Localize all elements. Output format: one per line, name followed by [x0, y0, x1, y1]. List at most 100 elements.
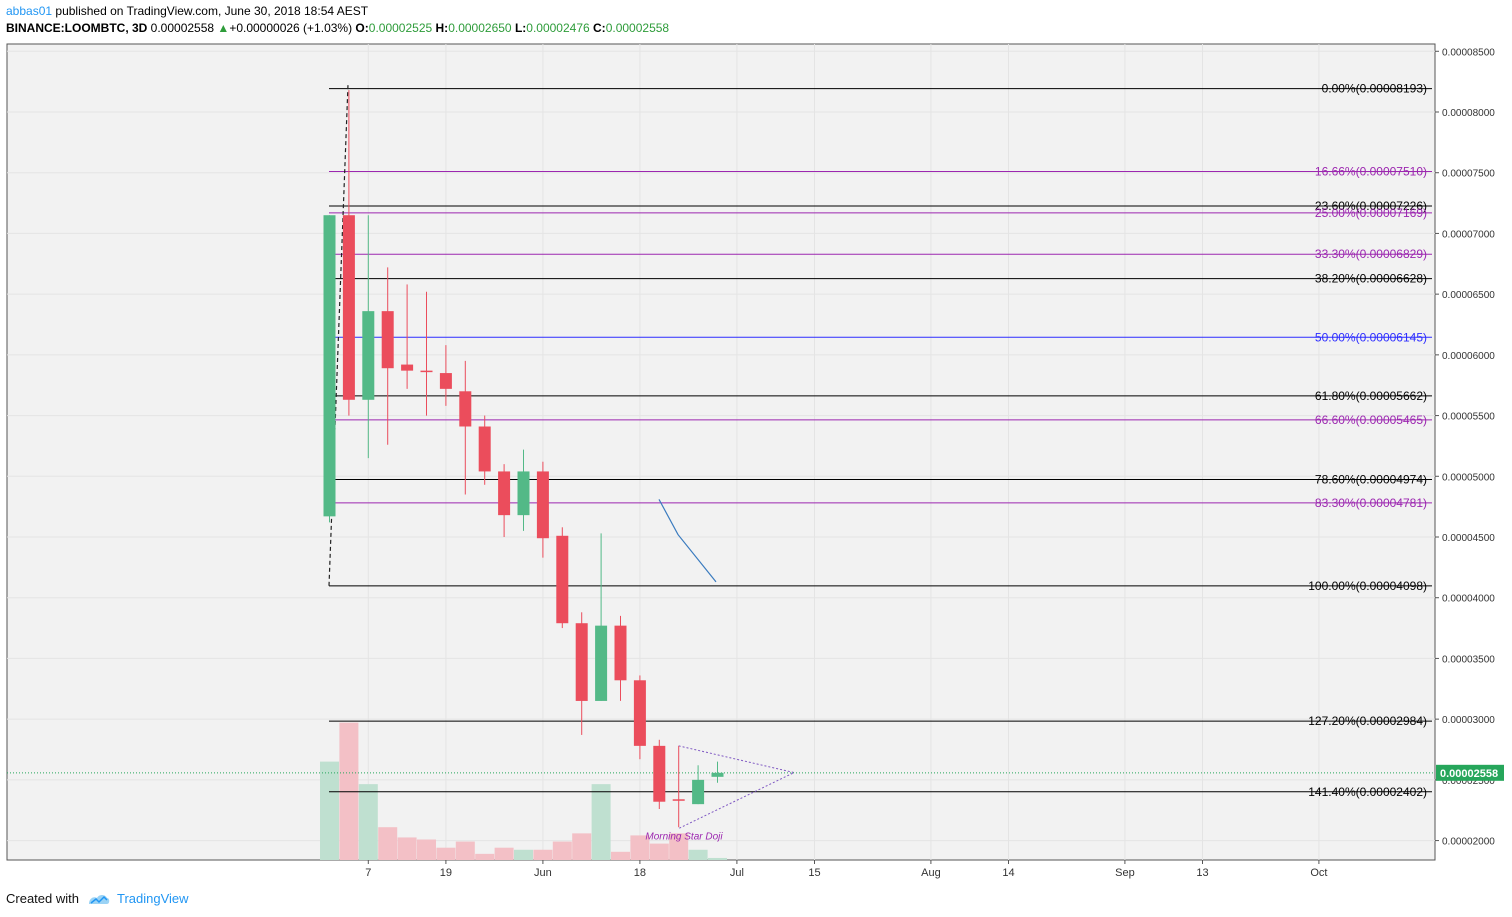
candle-body: [420, 370, 433, 373]
volume-bar: [320, 761, 339, 860]
fib-retracement[interactable]: 0.00%(0.00008193) 16.66%(0.00007510) 23.60…: [329, 82, 1432, 799]
x-tick-label: Jun: [534, 867, 552, 879]
candle-body: [595, 625, 608, 701]
pattern-annotation: Morning Star Doji: [645, 831, 723, 842]
volume-bar: [649, 843, 669, 860]
y-tick-label: 0.00007500: [1442, 169, 1495, 180]
published-text: published on TradingView.com, June 30, 2…: [55, 4, 369, 18]
fib-level-label: 16.66%(0.00007510): [1315, 165, 1427, 179]
low-label: L:: [514, 21, 527, 35]
volume-bar: [358, 784, 378, 860]
x-tick-label: 7: [365, 867, 371, 879]
close-value: 0.00002558: [605, 21, 670, 35]
last-price-tag-label: 0.00002558: [1440, 768, 1498, 780]
volume-bar: [514, 849, 533, 860]
tradingview-link[interactable]: TradingView: [116, 891, 189, 906]
last-price-tag: [1436, 764, 1504, 781]
volume-bar: [688, 849, 708, 860]
volume-bar: [630, 835, 650, 860]
candle-body: [692, 779, 705, 805]
y-tick-label: 0.00003500: [1442, 654, 1495, 665]
candle-body: [711, 772, 724, 777]
candle-body: [633, 680, 646, 746]
chart-header: abbas01 published on TradingView.com, Ju…: [6, 3, 669, 37]
trend-curve: [658, 499, 717, 583]
candle-body: [478, 426, 491, 472]
fib-level-label: 33.30%(0.00006829): [1315, 247, 1427, 261]
x-tick-label: 13: [1196, 867, 1208, 879]
y-tick-label: 0.00005500: [1442, 412, 1495, 423]
high-label: H:: [435, 21, 449, 35]
candle-body: [439, 373, 452, 389]
x-tick-label: 18: [634, 867, 646, 879]
x-tick-label: Jul: [730, 867, 744, 879]
candle-body: [323, 215, 336, 517]
grid: [7, 44, 1435, 860]
candle-body: [498, 471, 511, 516]
high-value: 0.00002650: [448, 21, 512, 35]
plot-area[interactable]: [6, 43, 1436, 861]
y-tick-label: 0.00004500: [1442, 533, 1495, 544]
x-tick-label: Oct: [1310, 867, 1327, 879]
volume-bar: [552, 841, 572, 860]
y-tick-label: 0.00002000: [1442, 837, 1495, 848]
volume-bar: [417, 839, 436, 860]
candle-body: [556, 535, 569, 624]
fib-level-label: 141.40%(0.00002402): [1308, 785, 1427, 799]
volume-bar: [455, 841, 475, 860]
candle-body: [401, 364, 414, 371]
candle-body: [342, 215, 355, 400]
fib-level-label: 66.60%(0.00005465): [1315, 413, 1427, 427]
open-value: 0.00002525: [368, 21, 433, 35]
candle-body: [381, 311, 394, 369]
candle-body: [536, 471, 549, 539]
last-price: 0.00002558: [150, 21, 215, 35]
footer: Created with TradingView: [6, 891, 189, 906]
fib-level-label: 78.60%(0.00004974): [1315, 472, 1427, 486]
volume-bar: [572, 833, 592, 860]
fib-level-label: 0.00%(0.00008193): [1322, 82, 1427, 96]
y-tick-label: 0.00005000: [1442, 472, 1495, 483]
volume-bar: [475, 853, 495, 860]
x-tick-label: 19: [440, 867, 452, 879]
volume-bar: [533, 849, 553, 860]
candle-body: [575, 623, 588, 701]
candle-body: [517, 471, 530, 516]
volume-bar: [591, 784, 611, 860]
ohlc-line: BINANCE:LOOMBTC, 3D 0.00002558 ▲+0.00000…: [6, 20, 669, 37]
y-tick-label: 0.00007000: [1442, 229, 1495, 240]
low-value: 0.00002476: [526, 21, 590, 35]
volume-bar: [436, 847, 456, 860]
x-tick-label: 14: [1002, 867, 1014, 879]
publish-line: abbas01 published on TradingView.com, Ju…: [6, 3, 669, 20]
volume-bar: [708, 857, 727, 860]
candle-body: [459, 391, 472, 427]
volume-bar: [397, 837, 417, 860]
fib-level-label: 23.60%(0.00007226): [1315, 199, 1427, 213]
volume-bar: [494, 847, 514, 860]
volume-bar: [669, 833, 689, 860]
up-arrow-icon: ▲: [217, 21, 230, 35]
candles: [323, 90, 724, 828]
time-axis[interactable]: 7 19 Jun 18 Jul 15 Aug 14 Sep 13 Oct: [365, 860, 1327, 879]
fib-level-label: 127.20%(0.00002984): [1308, 714, 1427, 728]
candle-body: [362, 311, 375, 400]
y-tick-label: 0.00006500: [1442, 290, 1495, 301]
author-link[interactable]: abbas01: [6, 4, 53, 18]
x-tick-label: Sep: [1115, 867, 1135, 879]
price-axis[interactable]: 0.00008500 0.00008000 0.00007500 0.00007000…: [1435, 47, 1504, 848]
open-label: O:: [355, 21, 369, 35]
fib-level-label: 25.00%(0.00007169): [1315, 206, 1427, 220]
y-tick-label: 0.00006000: [1442, 351, 1495, 362]
y-tick-label: 0.00008500: [1442, 47, 1495, 58]
created-with-text: Created with: [6, 891, 79, 906]
price-change: +0.00000026 (+1.03%): [229, 21, 353, 35]
y-tick-label: 0.00004000: [1442, 594, 1495, 605]
candle-body: [614, 625, 627, 681]
fib-level-label: 50.00%(0.00006145): [1315, 330, 1427, 344]
fib-level-label: 38.20%(0.00006628): [1315, 272, 1427, 286]
close-label: C:: [593, 21, 606, 35]
y-tick-label: 0.00002500: [1442, 776, 1495, 787]
candle-body: [653, 745, 666, 802]
